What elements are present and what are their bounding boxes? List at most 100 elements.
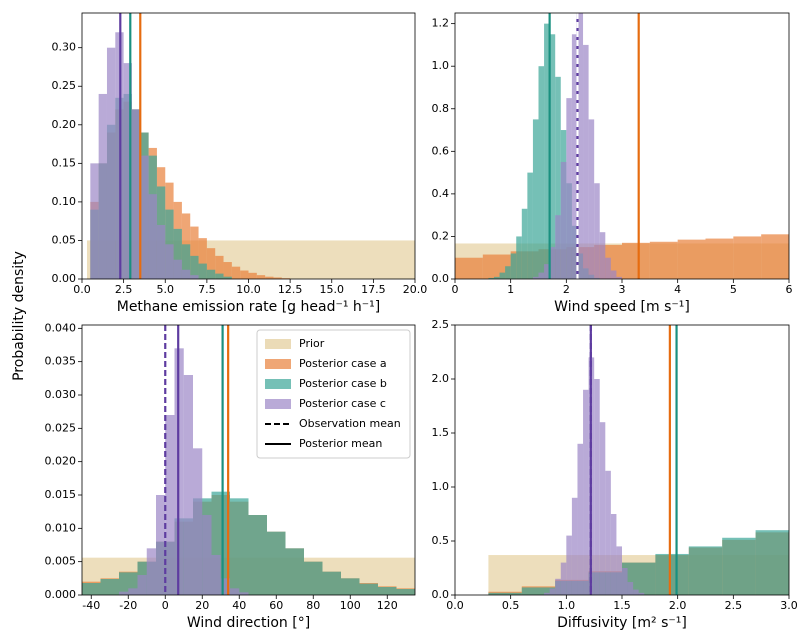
- y-tick-label: 1.0: [432, 480, 450, 493]
- y-tick-label: 0.00: [52, 272, 77, 285]
- histogram-bar: [106, 47, 116, 280]
- y-tick-label: 0.2: [432, 229, 450, 242]
- histogram-bar: [156, 495, 166, 595]
- histogram-bar: [248, 515, 267, 595]
- histogram-bar: [119, 591, 129, 595]
- x-tick-label: 0.5: [502, 599, 520, 612]
- histogram-bar: [594, 379, 600, 595]
- y-tick-label: 0.000: [45, 588, 77, 601]
- histogram-bar: [510, 253, 517, 279]
- y-tick-label: 0.15: [52, 156, 77, 169]
- y-tick-label: 0.10: [52, 195, 77, 208]
- y-tick-label: 0.040: [45, 321, 77, 334]
- histogram-bar: [549, 34, 556, 279]
- legend-label: Posterior case a: [299, 357, 387, 370]
- histogram-bar: [544, 23, 550, 279]
- y-tick-label: 1.5: [432, 426, 450, 439]
- histogram-bar: [285, 548, 304, 595]
- y-axis-label: Probability density: [11, 251, 27, 381]
- histogram-bar: [532, 276, 539, 279]
- x-tick-label: 0: [162, 599, 169, 612]
- y-tick-label: 0.025: [45, 421, 77, 434]
- histogram-bar: [165, 244, 174, 279]
- x-tick-label: 17.5: [361, 283, 386, 296]
- y-tick-label: 0.020: [45, 455, 77, 468]
- panel: 0.0 2.5 5.0 7.5 10.0 12.5 15.0 17.5 20.0 0.00 0.05…: [52, 12, 427, 315]
- histogram-bar: [571, 34, 578, 279]
- histogram-bar: [722, 537, 756, 595]
- histogram-bar: [588, 119, 595, 280]
- y-tick-label: 0.010: [45, 521, 77, 534]
- y-tick-label: 0.05: [52, 233, 77, 246]
- x-tick-label: 10.0: [236, 283, 261, 296]
- legend-swatch: [265, 399, 291, 409]
- histogram-bar: [240, 270, 249, 279]
- x-axis-label: Wind speed [m s⁻¹]: [554, 299, 690, 315]
- x-tick-label: -20: [119, 599, 137, 612]
- x-tick-label: 12.5: [278, 283, 303, 296]
- histogram-bar: [583, 44, 589, 279]
- histogram-bar: [555, 578, 561, 595]
- histogram-bar: [705, 238, 734, 279]
- histogram-bar: [649, 241, 678, 279]
- x-tick-label: 2.5: [725, 599, 743, 612]
- x-tick-label: 0: [452, 283, 459, 296]
- histogram-bar: [267, 531, 286, 595]
- histogram-bar: [605, 257, 611, 279]
- x-tick-label: 0.0: [446, 599, 464, 612]
- histogram-bar: [493, 276, 500, 279]
- histogram-bar: [532, 119, 539, 280]
- histogram-bar: [610, 270, 617, 279]
- histogram-bar: [516, 236, 522, 279]
- histogram-bar: [211, 555, 221, 595]
- histogram-bar: [396, 589, 415, 595]
- histogram-bar: [594, 183, 600, 279]
- legend-label: Observation mean: [299, 417, 401, 430]
- histogram-bar: [322, 571, 341, 595]
- histogram-bar: [239, 592, 249, 595]
- x-tick-label: 1.5: [613, 599, 631, 612]
- histogram-bar: [755, 530, 789, 595]
- histogram-bar: [341, 578, 360, 595]
- histogram-bar: [566, 98, 572, 280]
- histogram-bar: [488, 592, 522, 595]
- x-tick-label: 3: [619, 283, 626, 296]
- histogram-bar: [610, 514, 617, 595]
- y-tick-label: 0.20: [52, 118, 77, 131]
- histogram-bar: [230, 588, 240, 595]
- panel: 0 1 2 3 4 5 6 0.0 0.2 0.4 0.6 0.8 1.0 1.2 Wind speed […: [432, 12, 793, 315]
- histogram-bar: [173, 259, 182, 279]
- histogram-bar: [577, 13, 584, 279]
- histogram-bar: [206, 269, 216, 279]
- histogram-bar: [622, 568, 628, 595]
- histogram-bar: [761, 234, 789, 279]
- x-tick-label: 5.0: [157, 283, 175, 296]
- histogram-bar: [549, 588, 556, 595]
- histogram-bar: [544, 592, 550, 595]
- x-tick-label: 3.0: [780, 599, 798, 612]
- legend-label: Posterior case c: [299, 397, 386, 410]
- x-tick-label: 6: [786, 283, 793, 296]
- x-tick-label: 40: [232, 599, 246, 612]
- histogram-bar: [131, 109, 141, 280]
- histogram-bar: [230, 498, 249, 595]
- histogram-bar: [206, 248, 216, 279]
- x-axis-label: Diffusivity [m² s⁻¹]: [557, 615, 687, 631]
- x-tick-label: 120: [377, 599, 398, 612]
- histogram-bar: [273, 277, 282, 279]
- histogram-bar: [555, 215, 561, 279]
- y-tick-label: 0.005: [45, 555, 77, 568]
- histogram-bar: [622, 242, 650, 279]
- legend-swatch: [265, 359, 291, 369]
- legend: Prior Posterior case a Posterior case b Pos…: [256, 329, 411, 459]
- y-tick-label: 0.030: [45, 388, 77, 401]
- axes-frame: [81, 324, 416, 596]
- histogram-bar: [181, 244, 191, 279]
- histogram-bar: [156, 225, 166, 279]
- legend-swatch: [265, 379, 291, 389]
- histogram-bar: [633, 589, 639, 595]
- histogram-bar: [677, 239, 706, 279]
- histogram-bar: [223, 276, 232, 279]
- histogram-bar: [571, 497, 578, 595]
- x-tick-label: 5: [730, 283, 737, 296]
